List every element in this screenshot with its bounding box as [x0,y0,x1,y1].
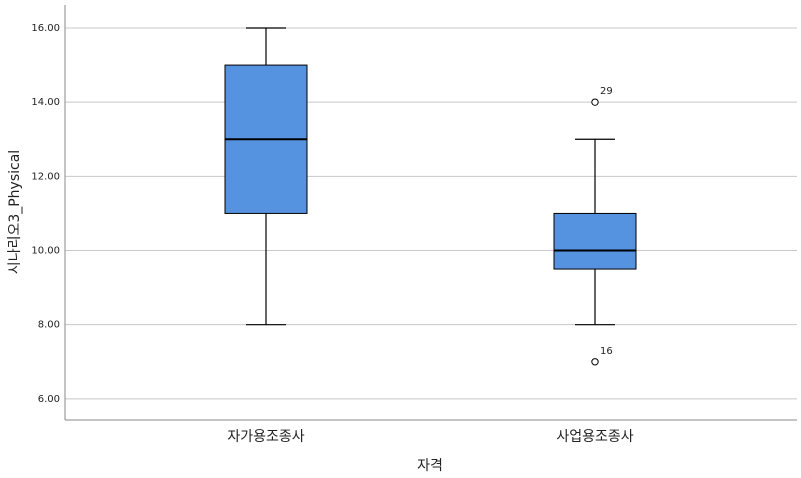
x-tick-label: 사업용조종사 [556,429,633,445]
outlier [591,358,599,366]
box [553,212,637,270]
y-tick-label: 12.00 [31,171,60,182]
x-tick-label: 자가용조종사 [227,429,304,445]
x-axis-title: 자격 [417,458,443,474]
y-tick-label: 16.00 [31,23,60,34]
y-tick-label: 6.00 [38,394,60,405]
outlier-label: 29 [600,86,613,97]
y-tick-label: 10.00 [31,246,60,257]
y-tick-label: 8.00 [38,320,60,331]
y-tick-label: 14.00 [31,97,60,108]
outlier-label: 16 [600,346,613,357]
y-axis-title: 시나리오3_Physical [7,150,23,274]
outlier [591,98,599,106]
